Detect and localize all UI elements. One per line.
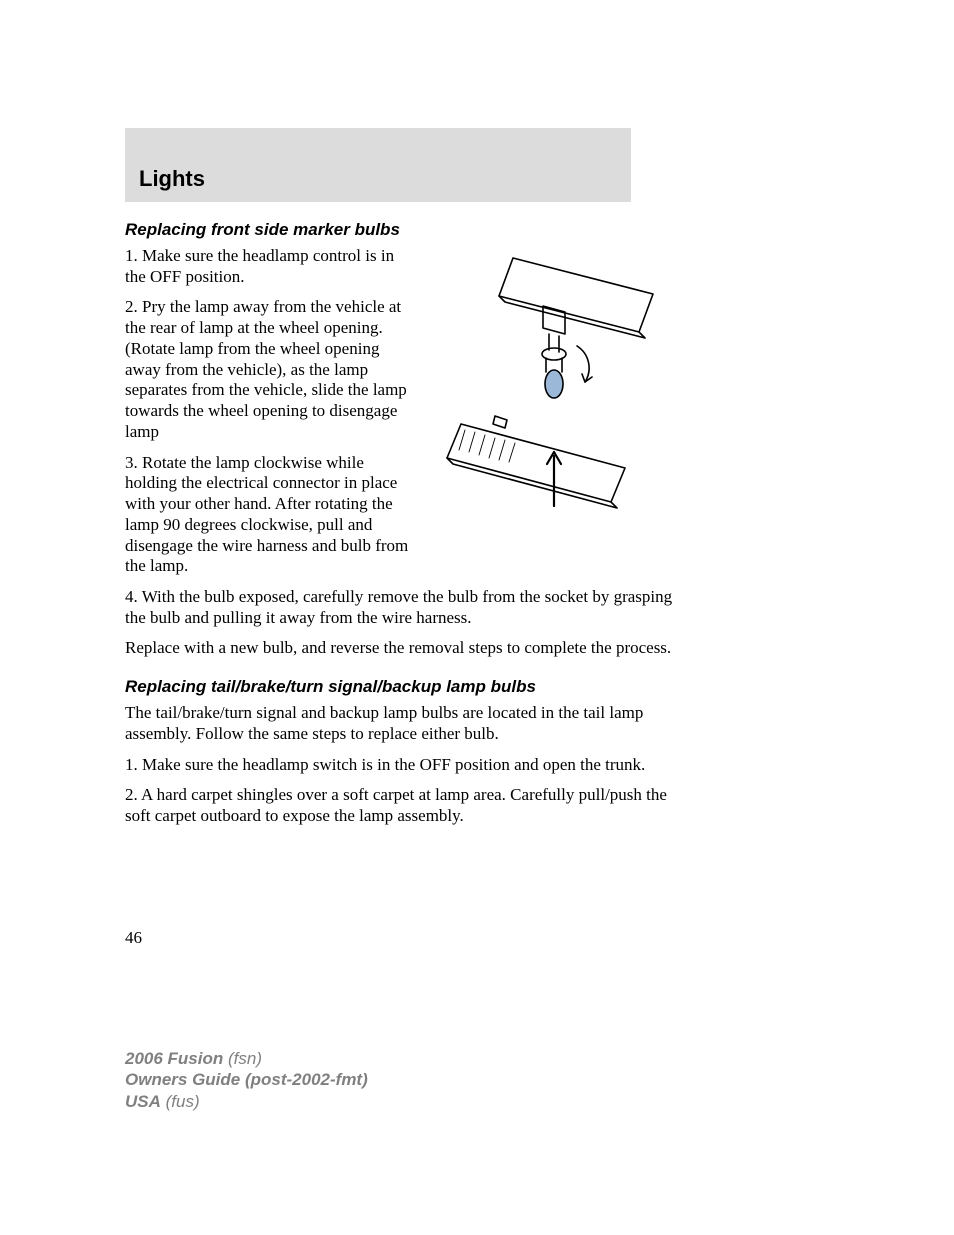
footer-line-3: USA (fus): [125, 1091, 368, 1112]
footer-model-code: (fsn): [228, 1049, 262, 1068]
step-1: 1. Make sure the headlamp control is in …: [125, 246, 413, 287]
footer-guide: Owners Guide (post-2002-fmt): [125, 1070, 368, 1089]
s2-intro: The tail/brake/turn signal and backup la…: [125, 703, 683, 744]
diagram-svg: [425, 246, 683, 510]
page-content: Lights Replacing front side marker bulbs: [125, 128, 829, 837]
section-header-band: Lights: [125, 128, 631, 202]
step-2: 2. Pry the lamp away from the vehicle at…: [125, 297, 413, 442]
footer-line-2: Owners Guide (post-2002-fmt): [125, 1069, 368, 1090]
s2-step-1: 1. Make sure the headlamp switch is in t…: [125, 755, 683, 776]
footer-model: 2006 Fusion: [125, 1049, 223, 1068]
step-4: 4. With the bulb exposed, carefully remo…: [125, 587, 683, 628]
footer-region-code: (fus): [166, 1092, 200, 1111]
footer-line-1: 2006 Fusion (fsn): [125, 1048, 368, 1069]
step-5: Replace with a new bulb, and reverse the…: [125, 638, 683, 659]
footer-region: USA: [125, 1092, 161, 1111]
page-number: 46: [125, 928, 142, 948]
bulb-diagram: [425, 246, 683, 510]
subheading-tail-lamp: Replacing tail/brake/turn signal/backup …: [125, 677, 829, 697]
step-3: 3. Rotate the lamp clockwise while holdi…: [125, 453, 413, 577]
s2-step-2: 2. A hard carpet shingles over a soft ca…: [125, 785, 683, 826]
subheading-front-marker: Replacing front side marker bulbs: [125, 220, 829, 240]
section-header-title: Lights: [139, 166, 205, 192]
wrap-block: 1. Make sure the headlamp control is in …: [125, 246, 829, 577]
footer-block: 2006 Fusion (fsn) Owners Guide (post-200…: [125, 1048, 368, 1112]
